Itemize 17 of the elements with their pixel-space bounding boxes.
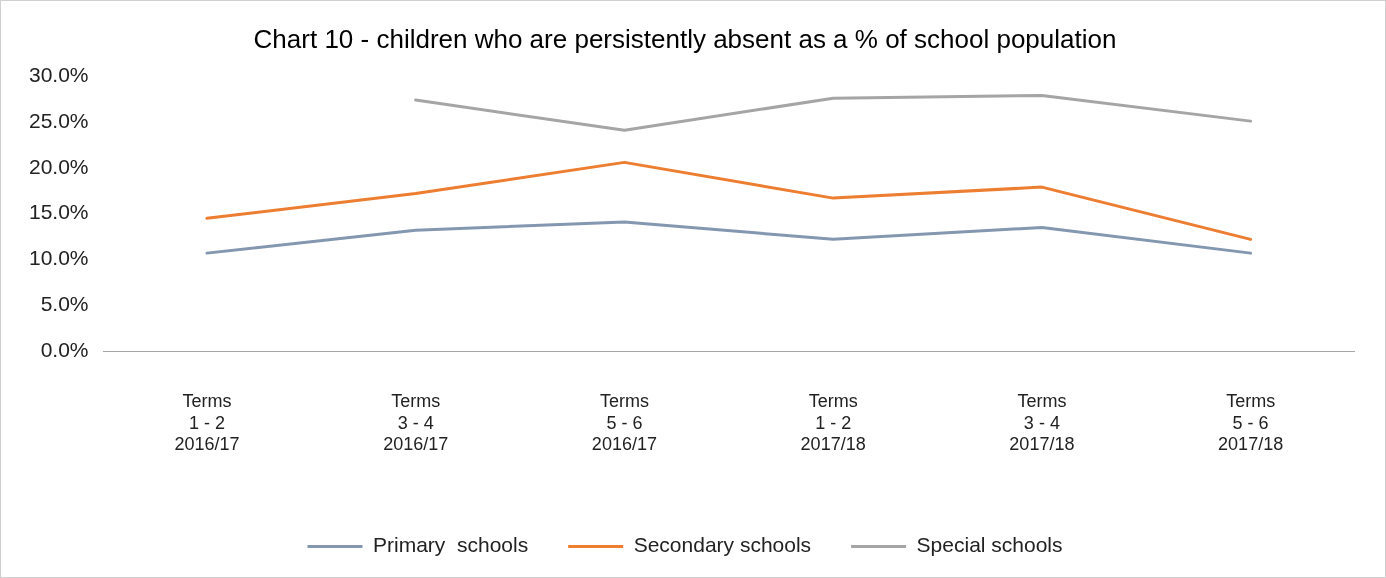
y-tick-label: 20.0% xyxy=(29,154,89,178)
y-tick-label: 5.0% xyxy=(40,292,89,316)
y-tick-label: 10.0% xyxy=(29,246,89,270)
x-tick-label: Terms 1 - 2 2017/18 xyxy=(800,390,866,455)
y-tick-label: 0.0% xyxy=(40,338,89,361)
x-tick-label: Terms 5 - 6 2016/17 xyxy=(591,390,657,455)
y-tick-label: 25.0% xyxy=(29,108,89,132)
x-tick-label: Terms 1 - 2 2016/17 xyxy=(174,390,240,455)
chart-title: Chart 10 - children who are persistently absent as a % of school population xyxy=(253,23,1117,54)
x-tick-label: Terms 3 - 4 2017/18 xyxy=(1009,390,1075,455)
x-tick-label: Terms 3 - 4 2016/17 xyxy=(383,390,449,455)
legend-label: Special schools xyxy=(916,533,1063,557)
legend-label: Secondary schools xyxy=(633,533,812,557)
x-tick-label: Terms 5 - 6 2017/18 xyxy=(1218,390,1284,455)
legend-label: Primary schools xyxy=(372,533,529,557)
y-tick-label: 30.0% xyxy=(29,63,89,86)
y-tick-label: 15.0% xyxy=(29,200,89,224)
